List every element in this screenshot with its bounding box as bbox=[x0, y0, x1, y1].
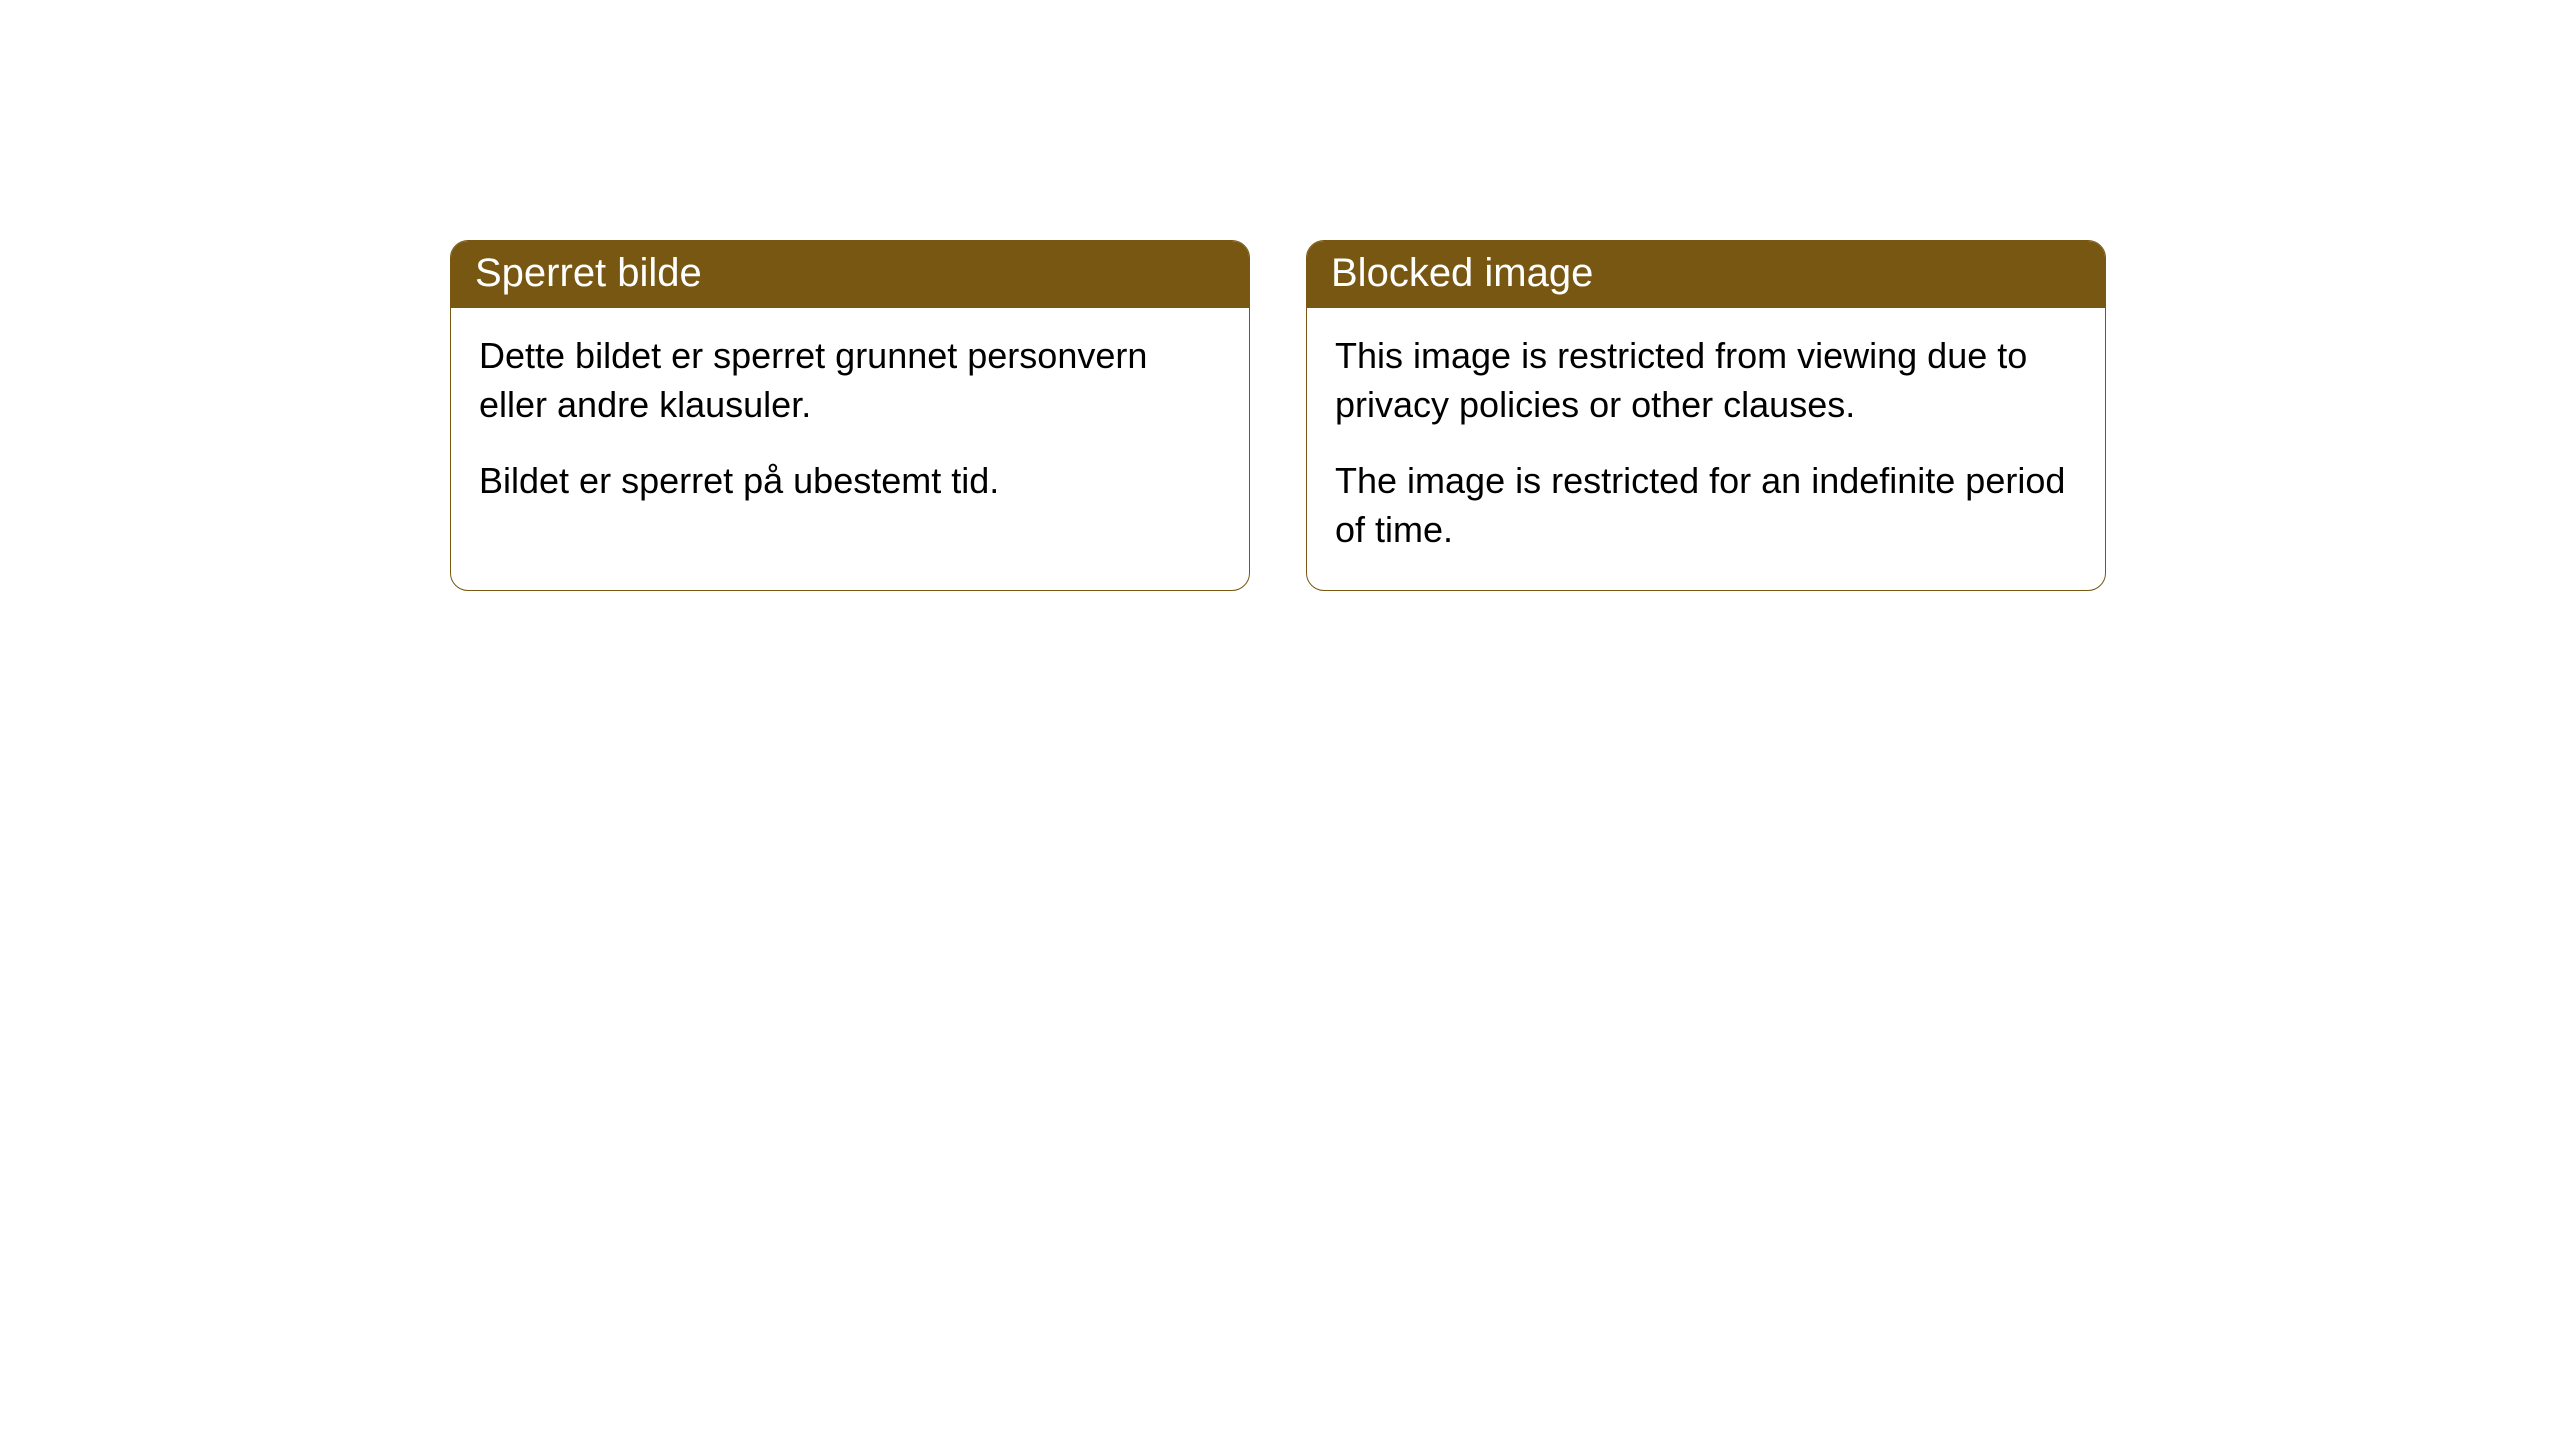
notice-cards-container: Sperret bilde Dette bildet er sperret gr… bbox=[450, 240, 2560, 591]
card-header-norwegian: Sperret bilde bbox=[451, 241, 1249, 308]
card-title-english: Blocked image bbox=[1331, 251, 1593, 295]
card-paragraph-1-norwegian: Dette bildet er sperret grunnet personve… bbox=[479, 332, 1221, 429]
card-title-norwegian: Sperret bilde bbox=[475, 251, 702, 295]
card-body-norwegian: Dette bildet er sperret grunnet personve… bbox=[451, 308, 1249, 542]
card-paragraph-2-norwegian: Bildet er sperret på ubestemt tid. bbox=[479, 457, 1221, 506]
card-body-english: This image is restricted from viewing du… bbox=[1307, 308, 2105, 590]
card-paragraph-2-english: The image is restricted for an indefinit… bbox=[1335, 457, 2077, 554]
card-paragraph-1-english: This image is restricted from viewing du… bbox=[1335, 332, 2077, 429]
blocked-image-card-english: Blocked image This image is restricted f… bbox=[1306, 240, 2106, 591]
blocked-image-card-norwegian: Sperret bilde Dette bildet er sperret gr… bbox=[450, 240, 1250, 591]
card-header-english: Blocked image bbox=[1307, 241, 2105, 308]
